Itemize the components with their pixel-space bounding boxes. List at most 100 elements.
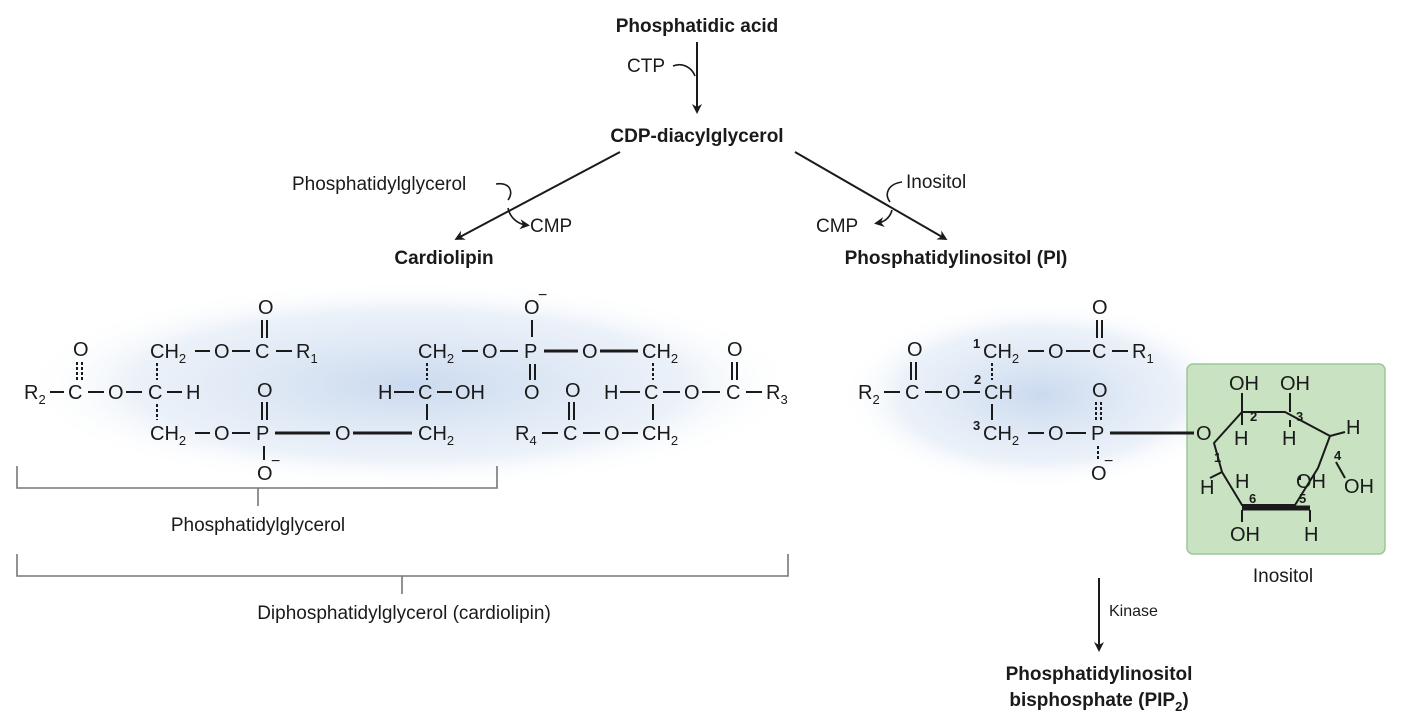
diphosphatidylglycerol-bracket-label: Diphosphatidylglycerol (cardiolipin)	[257, 603, 551, 624]
svg-text:O: O	[335, 423, 351, 445]
svg-text:O: O	[257, 463, 273, 485]
svg-text:OH: OH	[1344, 476, 1374, 498]
phosphatidylglycerol-bracket	[16, 466, 498, 506]
svg-text:CH2: CH2	[642, 341, 678, 366]
svg-text:H: H	[378, 382, 392, 404]
pi-glow	[840, 300, 1240, 490]
diphosphatidylglycerol-bracket	[16, 554, 789, 594]
svg-text:R3: R3	[766, 382, 788, 407]
svg-text:CH2: CH2	[418, 423, 454, 448]
svg-text:O: O	[214, 423, 230, 445]
svg-text:2: 2	[974, 372, 981, 387]
svg-text:C: C	[68, 382, 82, 404]
pg-curve	[495, 182, 512, 201]
svg-text:O: O	[565, 380, 581, 402]
svg-text:O: O	[1048, 341, 1064, 363]
pip2-label-line1: Phosphatidylinositol	[1006, 664, 1193, 685]
svg-text:C: C	[1092, 341, 1106, 363]
svg-text:O: O	[73, 339, 89, 361]
cardiolipin-structure: R2 C O O C H CH2 O C O R1 CH2 O P O O	[24, 287, 788, 485]
svg-text:C: C	[148, 382, 162, 404]
cmp-right-label: CMP	[816, 216, 858, 237]
svg-text:O: O	[258, 297, 274, 319]
svg-text:H: H	[186, 382, 200, 404]
cmp-right-curve	[874, 209, 893, 227]
svg-text:5: 5	[1299, 491, 1306, 506]
inositol-box	[1186, 363, 1386, 555]
svg-text:O: O	[684, 382, 700, 404]
svg-text:O: O	[907, 339, 923, 361]
svg-text:C: C	[255, 341, 269, 363]
svg-text:−: −	[538, 287, 547, 304]
cmp-left-label: CMP	[530, 216, 572, 237]
svg-text:O: O	[604, 423, 620, 445]
svg-text:3: 3	[1296, 409, 1303, 424]
phosphatidylinositol-structure: R2 C O O CH 2 1 CH2 O C O R1 3 CH2 O P O…	[858, 297, 1374, 546]
svg-text:C: C	[563, 423, 577, 445]
pi-label: Phosphatidylinositol (PI)	[845, 248, 1068, 269]
svg-text:OH: OH	[1280, 373, 1310, 395]
svg-text:O: O	[214, 341, 230, 363]
svg-text:1: 1	[973, 336, 980, 351]
phosphatidylglycerol-bracket-label: Phosphatidylglycerol	[171, 515, 345, 536]
svg-text:O: O	[1196, 423, 1212, 445]
ctp-curve	[672, 63, 696, 77]
svg-text:O: O	[1092, 297, 1108, 319]
svg-text:O: O	[108, 382, 124, 404]
kinase-label: Kinase	[1109, 603, 1158, 620]
cardiolipin-label: Cardiolipin	[394, 248, 493, 269]
svg-text:P: P	[256, 423, 269, 445]
svg-text:CH: CH	[984, 382, 1013, 404]
inositol-curve	[886, 181, 903, 203]
svg-text:R4: R4	[515, 423, 537, 448]
svg-text:CH2: CH2	[150, 341, 186, 366]
svg-text:O: O	[945, 382, 961, 404]
svg-text:H: H	[604, 382, 618, 404]
svg-text:O: O	[582, 341, 598, 363]
svg-text:P: P	[524, 341, 537, 363]
svg-text:CH2: CH2	[150, 423, 186, 448]
svg-text:6: 6	[1249, 491, 1256, 506]
svg-text:H: H	[1346, 417, 1360, 439]
svg-text:OH: OH	[1230, 524, 1260, 546]
svg-text:CH2: CH2	[418, 341, 454, 366]
svg-text:CH2: CH2	[983, 341, 1019, 366]
svg-text:H: H	[1234, 428, 1248, 450]
svg-text:R1: R1	[1132, 341, 1154, 366]
cardiolipin-glow	[20, 280, 800, 490]
svg-text:H: H	[1282, 428, 1296, 450]
inositol-input-label: Inositol	[906, 172, 966, 193]
svg-text:3: 3	[973, 418, 980, 433]
svg-text:R2: R2	[24, 382, 46, 407]
pip2-label-line2: bisphosphate (PIP2)	[1009, 690, 1188, 714]
svg-text:OH: OH	[1296, 471, 1326, 493]
svg-text:P: P	[1091, 423, 1104, 445]
svg-text:4: 4	[1334, 448, 1342, 463]
svg-text:O: O	[524, 382, 540, 404]
svg-text:R1: R1	[296, 341, 318, 366]
svg-text:O: O	[1092, 380, 1108, 402]
svg-text:O: O	[727, 339, 743, 361]
svg-text:R2: R2	[858, 382, 880, 407]
phosphatidic-acid-label: Phosphatidic acid	[616, 16, 779, 37]
svg-text:2: 2	[1250, 409, 1257, 424]
svg-text:C: C	[644, 382, 658, 404]
inositol-box-label: Inositol	[1253, 566, 1313, 587]
svg-text:−: −	[271, 453, 280, 470]
right-branch-arrow	[794, 151, 948, 240]
ctp-label: CTP	[627, 56, 665, 77]
svg-text:O: O	[1048, 423, 1064, 445]
svg-text:C: C	[418, 382, 432, 404]
svg-text:H: H	[1235, 471, 1249, 493]
svg-text:C: C	[905, 382, 919, 404]
left-branch-arrow	[454, 151, 621, 240]
svg-text:CH2: CH2	[983, 423, 1019, 448]
svg-text:CH2: CH2	[642, 423, 678, 448]
svg-text:O: O	[524, 297, 540, 319]
svg-text:OH: OH	[455, 382, 485, 404]
svg-text:O: O	[257, 380, 273, 402]
svg-text:−: −	[1104, 453, 1113, 470]
svg-text:OH: OH	[1229, 373, 1259, 395]
phosphatidylglycerol-input-label: Phosphatidylglycerol	[292, 174, 466, 195]
